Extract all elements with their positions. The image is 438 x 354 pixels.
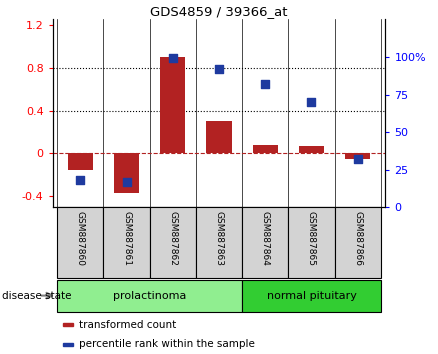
Bar xyxy=(242,207,288,278)
Bar xyxy=(253,145,278,154)
Text: GSM887863: GSM887863 xyxy=(215,211,223,266)
Bar xyxy=(114,154,139,193)
Text: disease state: disease state xyxy=(2,291,72,301)
Bar xyxy=(345,154,371,159)
Text: GSM887866: GSM887866 xyxy=(353,211,362,266)
Point xyxy=(77,177,84,183)
Text: GSM887862: GSM887862 xyxy=(168,211,177,266)
Text: normal pituitary: normal pituitary xyxy=(267,291,357,301)
Point xyxy=(123,179,130,184)
Point xyxy=(169,56,176,61)
Text: percentile rank within the sample: percentile rank within the sample xyxy=(79,339,255,349)
Bar xyxy=(57,207,103,278)
Bar xyxy=(63,343,73,346)
Bar xyxy=(150,207,196,278)
Text: GSM887864: GSM887864 xyxy=(261,211,270,266)
Point xyxy=(354,156,361,162)
Bar xyxy=(288,207,335,278)
Point xyxy=(215,66,223,72)
Bar xyxy=(242,280,381,312)
Bar xyxy=(63,323,73,326)
Point xyxy=(262,81,269,87)
Bar xyxy=(103,207,150,278)
Text: GSM887865: GSM887865 xyxy=(307,211,316,266)
Text: GSM887860: GSM887860 xyxy=(76,211,85,266)
Bar xyxy=(206,121,232,154)
Bar xyxy=(57,280,242,312)
Bar xyxy=(160,57,185,154)
Text: prolactinoma: prolactinoma xyxy=(113,291,186,301)
Bar xyxy=(299,146,324,154)
Text: transformed count: transformed count xyxy=(79,320,177,330)
Title: GDS4859 / 39366_at: GDS4859 / 39366_at xyxy=(150,5,288,18)
Bar xyxy=(67,154,93,170)
Point xyxy=(308,99,315,105)
Bar xyxy=(196,207,242,278)
Bar xyxy=(335,207,381,278)
Text: GSM887861: GSM887861 xyxy=(122,211,131,266)
